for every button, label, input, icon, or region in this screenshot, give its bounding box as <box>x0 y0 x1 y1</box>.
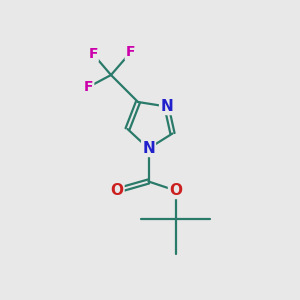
Text: N: N <box>142 141 155 156</box>
Text: O: O <box>110 183 124 198</box>
Text: F: F <box>88 47 98 61</box>
Text: N: N <box>160 99 173 114</box>
Text: O: O <box>169 183 182 198</box>
Text: F: F <box>126 46 135 59</box>
Text: F: F <box>84 80 93 94</box>
